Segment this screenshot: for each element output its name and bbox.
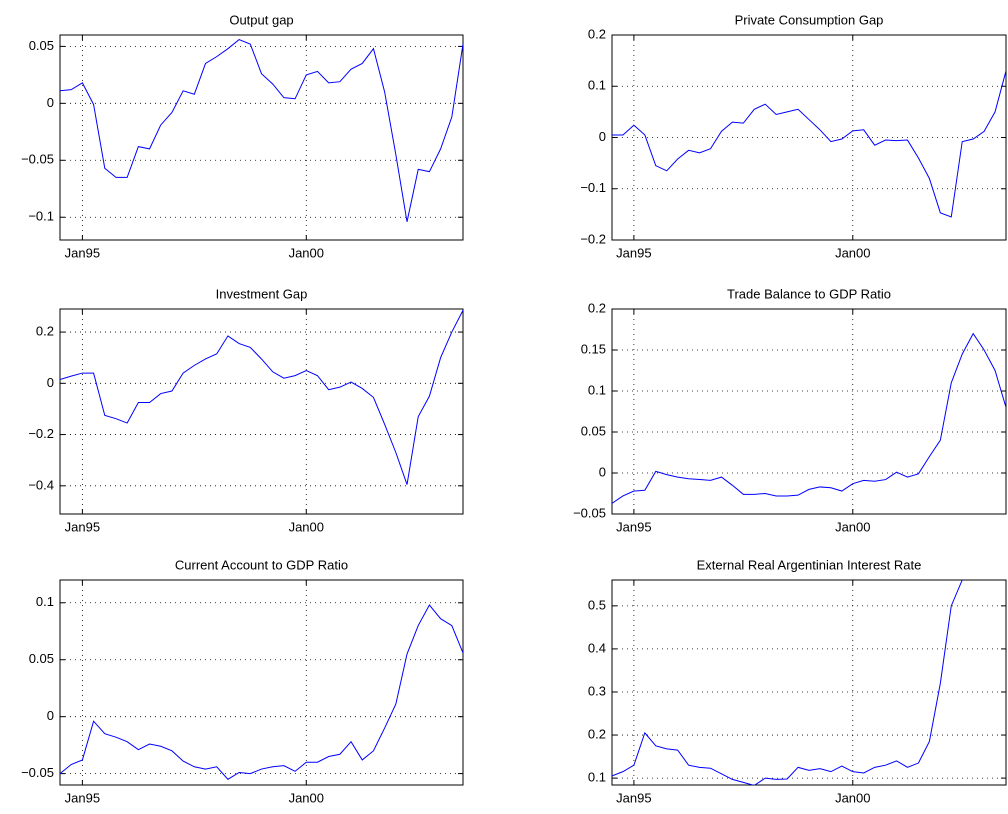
subplot-title: Output gap [229,12,293,27]
subplot: Private Consumption Gap −0.2 −0.1 0 0.1 0.2 Ja… [580,12,1007,260]
y-tick-label: 0 [47,95,54,110]
x-tick-label: Jan95 [616,519,651,534]
subplot-title: Trade Balance to GDP Ratio [727,286,891,301]
plot-area [59,308,464,515]
subplot-title: Current Account to GDP Ratio [175,557,348,572]
y-tick-label: 0.05 [29,651,54,666]
y-tick-label: 0.1 [588,770,606,785]
x-tick-label: Jan00 [835,519,870,534]
subplot-title: Investment Gap [216,286,308,301]
y-tick-label: 0.15 [581,341,606,356]
y-tick-label: 0.1 [36,594,54,609]
y-tick-label: 0.3 [588,683,606,698]
x-tick-label: Jan95 [65,245,100,260]
y-tick-label: −0.05 [21,152,54,167]
y-tick-label: 0.2 [36,324,54,339]
y-tick-label: 0.1 [588,78,606,93]
subplot-title: Private Consumption Gap [735,12,884,27]
data-line [60,38,463,222]
y-tick-label: 0.05 [29,38,54,53]
x-tick-label: Jan00 [289,790,324,805]
x-tick-label: Jan95 [65,519,100,534]
y-tick-label: 0.5 [588,597,606,612]
plot-area [611,579,1007,786]
y-tick-label: 0.2 [588,300,606,315]
y-tick-label: 0.2 [588,26,606,41]
x-tick-label: Jan95 [616,790,651,805]
x-tick-label: Jan95 [616,245,651,260]
y-tick-label: 0.4 [588,640,606,655]
y-tick-label: −0.05 [573,505,606,520]
plot-area [59,34,464,241]
y-tick-label: 0 [47,708,54,723]
y-tick-label: 0 [599,464,606,479]
data-line [612,332,1006,504]
x-tick-label: Jan00 [289,519,324,534]
y-tick-label: 0.2 [588,726,606,741]
y-tick-label: 0.05 [581,423,606,438]
subplot-title: External Real Argentinian Interest Rate [697,557,922,572]
data-line [60,604,463,780]
plot-area [611,308,1007,515]
y-tick-label: 0 [47,375,54,390]
plot-area [611,34,1007,241]
subplot: Output gap −0.1 −0.05 0 0.05 Jan95 Jan00 [21,12,464,260]
y-tick-label: 0 [599,129,606,144]
y-tick-label: −0.4 [28,477,54,492]
plot-area [59,579,464,786]
x-tick-label: Jan95 [65,790,100,805]
subplot: Current Account to GDP Ratio −0.05 0 0.05 0.… [21,557,464,805]
y-tick-label: 0.1 [588,382,606,397]
x-tick-label: Jan00 [289,245,324,260]
data-line [612,70,1006,218]
y-tick-label: −0.2 [28,426,54,441]
y-tick-label: −0.05 [21,765,54,780]
y-tick-label: −0.1 [580,180,606,195]
y-tick-label: −0.2 [580,231,606,246]
x-tick-label: Jan00 [835,790,870,805]
data-line [612,580,963,785]
y-tick-label: −0.1 [28,209,54,224]
subplot: Trade Balance to GDP Ratio −0.05 0 0.05 0.1 0… [573,286,1007,534]
subplot: External Real Argentinian Interest Rate 0… [588,557,1007,805]
subplot: Investment Gap −0.4 −0.2 0 0.2 Jan95 Jan00 [28,286,464,534]
x-tick-label: Jan00 [835,245,870,260]
data-line [60,310,463,485]
